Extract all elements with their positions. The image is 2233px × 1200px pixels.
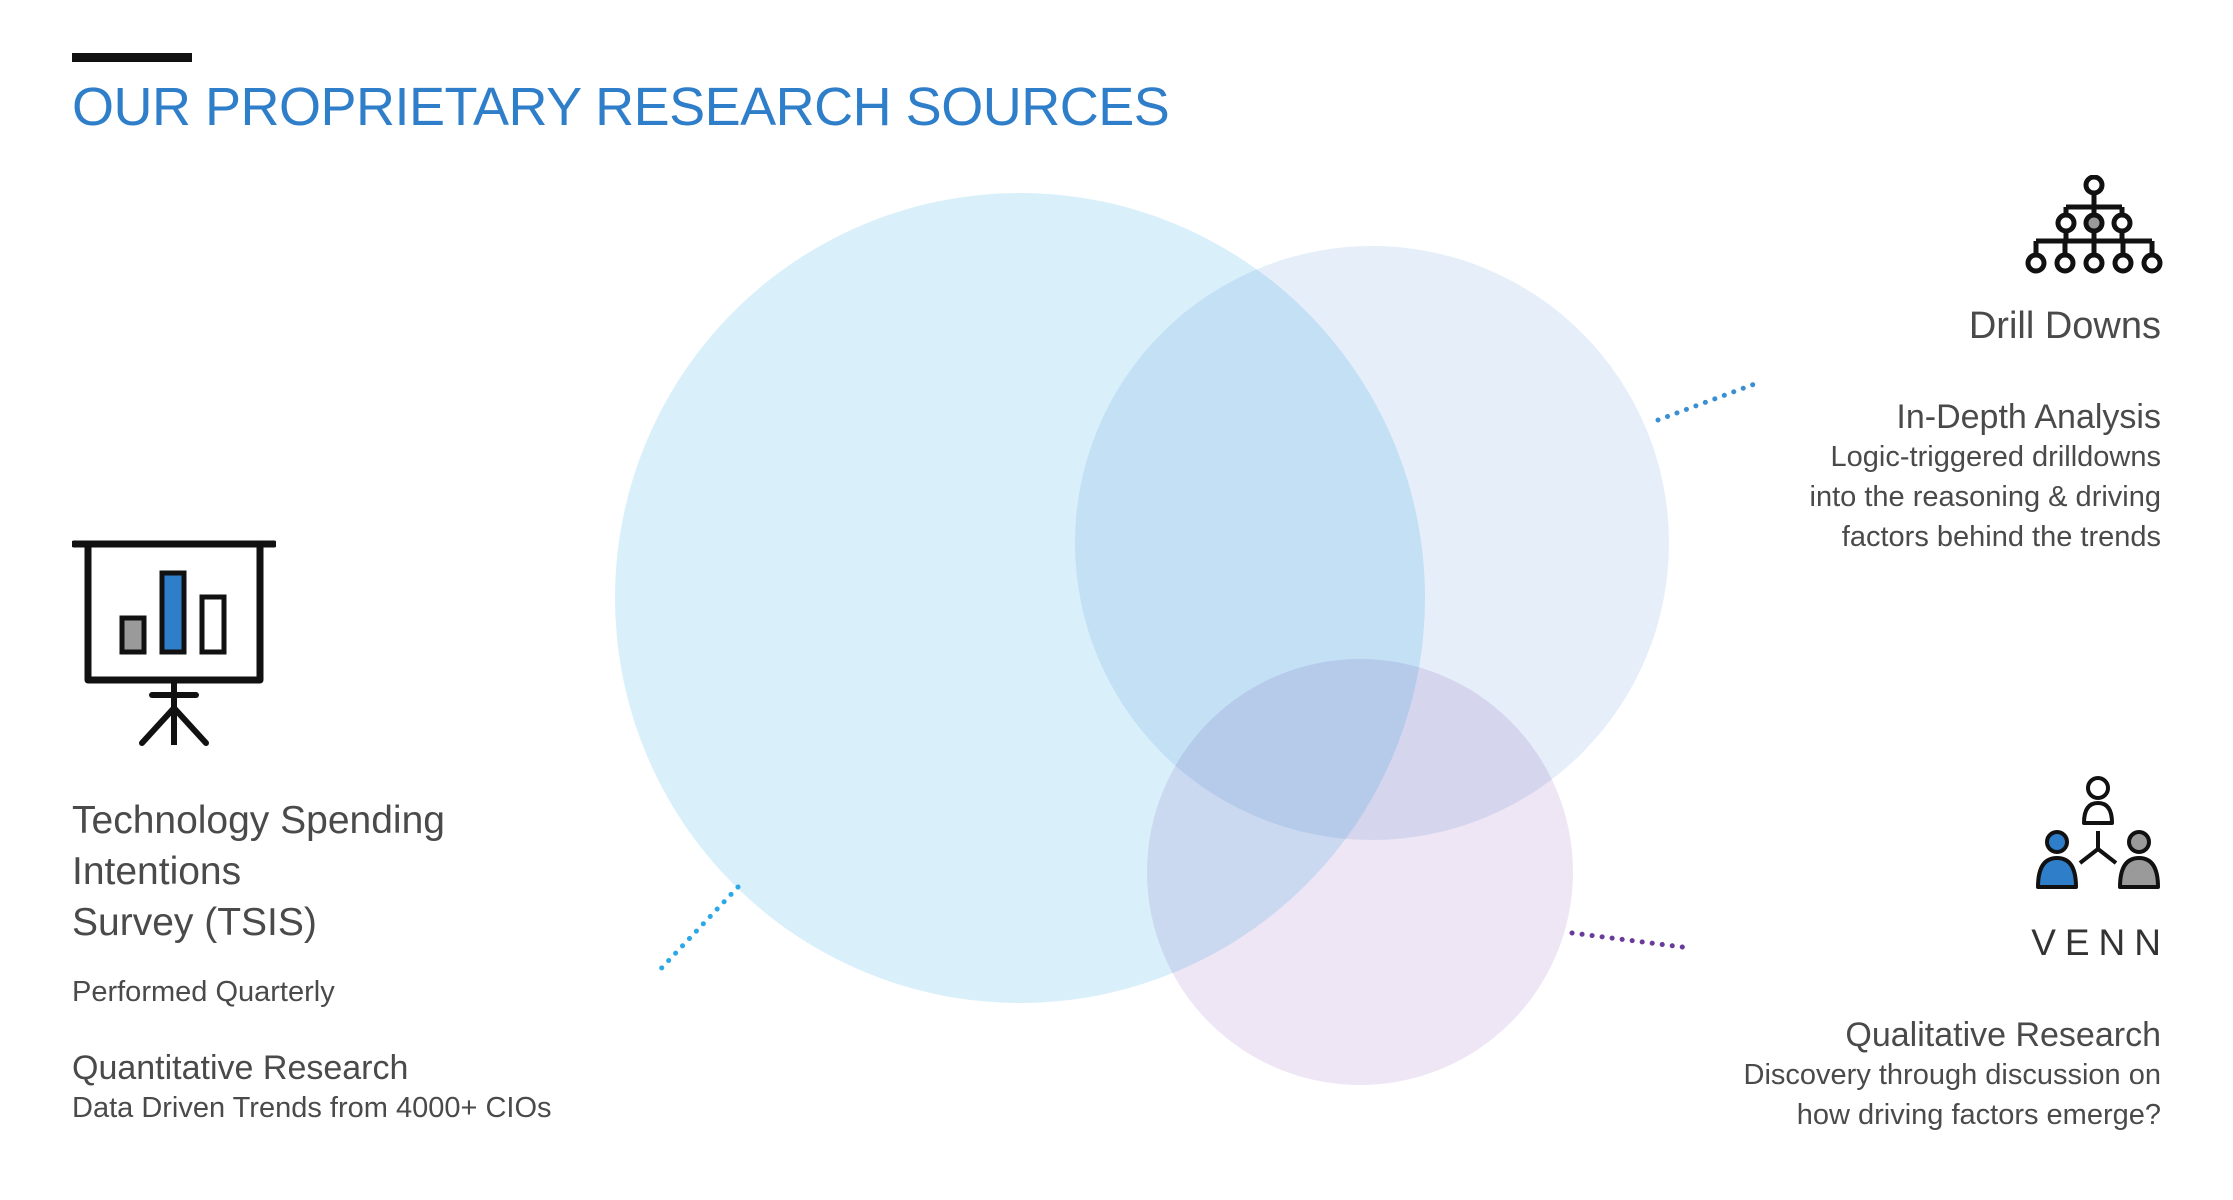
page-title: OUR PROPRIETARY RESEARCH SOURCES: [72, 77, 1170, 137]
venn-connectors: [652, 379, 1763, 978]
tsis-title: Technology Spending Intentions Survey (T…: [72, 795, 672, 948]
tsis-section: Technology Spending Intentions Survey (T…: [72, 795, 672, 1128]
drilldowns-description-line: into the reasoning & driving: [1809, 481, 2161, 513]
venn-connector: [1569, 930, 1693, 951]
tsis-title-line: Intentions: [72, 850, 242, 893]
people-network-icon: [2030, 775, 2166, 900]
venn-circle: [1147, 659, 1573, 1085]
drilldown-connector: [1655, 379, 1763, 423]
venn-research-type: Qualitative Research: [1845, 1016, 2161, 1054]
title-accent-rule: [72, 53, 192, 62]
venn-description-line: Discovery through discussion on: [1743, 1059, 2161, 1091]
drilldowns-description-line: Logic-triggered drilldowns: [1830, 441, 2161, 473]
tsis-description: Data Driven Trends from 4000+ CIOs: [72, 1092, 552, 1124]
tsis-title-line: Technology Spending: [72, 799, 445, 842]
drilldowns-description-line: factors behind the trends: [1841, 521, 2161, 553]
drilldowns-label: Drill Downs: [1968, 305, 2161, 347]
venn-description: Discovery through discussion on how driv…: [1561, 1055, 2161, 1135]
drilldown-circle: [1075, 246, 1669, 840]
venn-label-section: VENN: [2031, 922, 2161, 964]
venn-circles: [615, 193, 1669, 1085]
drilldowns-description: Logic-triggered drilldowns into the reas…: [1641, 437, 2161, 557]
tsis-frequency: Performed Quarterly: [72, 976, 335, 1008]
survey-connector: [652, 884, 741, 978]
drilldowns-research-type: In-Depth Analysis: [1896, 398, 2161, 436]
drilldowns-section: Drill Downs In-Depth Analysis Logic-trig…: [1641, 305, 2161, 557]
venn-label: VENN: [2031, 922, 2170, 963]
tsis-research-type: Quantitative Research: [72, 1049, 409, 1087]
venn-section: Qualitative Research Discovery through d…: [1561, 1016, 2161, 1135]
venn-description-line: how driving factors emerge?: [1796, 1099, 2161, 1131]
hierarchy-icon: [2022, 174, 2166, 284]
presentation-chart-icon: [70, 540, 278, 755]
tsis-title-line: Survey (TSIS): [72, 901, 317, 944]
